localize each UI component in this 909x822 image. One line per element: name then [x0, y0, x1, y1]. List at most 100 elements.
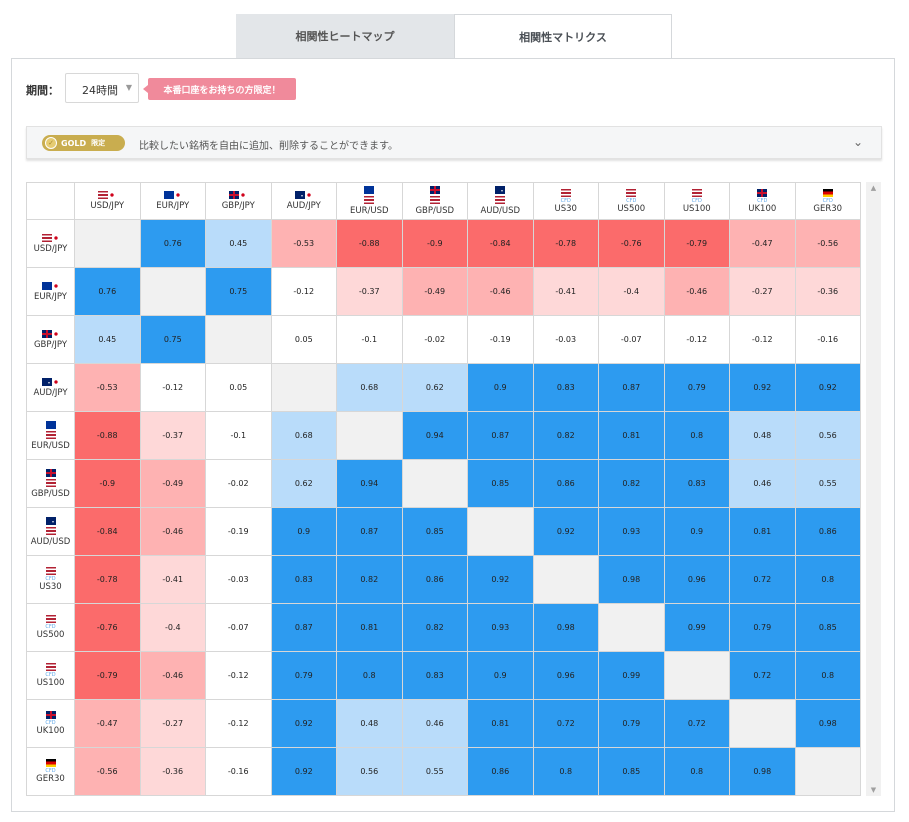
flag-icon [42, 663, 60, 671]
period-select[interactable]: 24時間 ▼ [65, 73, 139, 103]
row-label: US500 [36, 630, 65, 640]
correlation-cell: -0.76 [598, 219, 665, 268]
diagonal-cell [270, 363, 337, 412]
gold-message: 比較したい銘柄を自由に追加、削除することができます。 [139, 141, 398, 152]
flag-icon [491, 186, 509, 204]
flag-icon [688, 188, 706, 197]
column-header: CFD GER30 [794, 182, 861, 220]
correlation-cell: 0.8 [663, 411, 730, 460]
cfd-tag: CFD [626, 197, 637, 204]
flag-icon [42, 759, 60, 767]
flag-icon [42, 711, 60, 719]
correlation-cell: -0.12 [139, 363, 206, 412]
column-header: CFD US30 [532, 182, 599, 220]
column-label: US500 [617, 203, 646, 214]
correlation-cell: -0.12 [205, 699, 272, 748]
correlation-cell: 0.79 [270, 651, 337, 700]
scroll-up-icon[interactable]: ▲ [870, 184, 877, 192]
correlation-cell: -0.16 [794, 315, 861, 364]
flag-icon [557, 188, 575, 197]
cfd-tag: CFD [45, 768, 56, 774]
column-label: US100 [682, 203, 711, 214]
column-header: EUR/USD [336, 182, 403, 220]
matrix-row: EUR/USD -0.88 -0.37 -0.1 0.68 0.94 0.87 0.82 0.8… [26, 411, 861, 460]
row-label: US100 [36, 678, 65, 688]
row-label: US30 [39, 582, 62, 592]
correlation-cell: 0.93 [598, 507, 665, 556]
expand-chevron-icon[interactable]: ⌄ [852, 135, 863, 149]
gold-badge-label: GOLD [61, 138, 87, 148]
correlation-cell: 0.05 [270, 315, 337, 364]
period-value: 24時間 [82, 84, 118, 97]
correlation-cell: 0.75 [205, 267, 272, 316]
row-header: AUD/USD [26, 507, 75, 556]
matrix-row: AUD/JPY -0.53 -0.12 0.05 0.68 0.62 0.9 0.83 0.87… [26, 363, 861, 412]
correlation-cell: 0.85 [467, 459, 534, 508]
correlation-cell: 0.72 [532, 699, 599, 748]
column-label: EUR/USD [349, 206, 389, 216]
flag-icon [41, 233, 60, 242]
row-header: CFD US30 [26, 555, 75, 604]
correlation-cell: 0.55 [401, 747, 468, 796]
correlation-cell: -0.1 [205, 411, 272, 460]
correlation-cell: 0.93 [467, 603, 534, 652]
correlation-cell: 0.92 [794, 363, 861, 412]
column-label: GER30 [813, 203, 843, 214]
chevron-down-icon: ▼ [125, 83, 132, 92]
flag-icon [163, 191, 182, 199]
diagonal-cell [139, 267, 206, 316]
correlation-cell: -0.36 [794, 267, 861, 316]
correlation-cell: 0.99 [663, 603, 730, 652]
column-label: UK100 [748, 203, 777, 214]
cfd-tag: CFD [45, 720, 56, 726]
correlation-cell: -0.4 [598, 267, 665, 316]
correlation-cell: -0.19 [467, 315, 534, 364]
correlation-cell: 0.83 [270, 555, 337, 604]
correlation-cell: -0.07 [205, 603, 272, 652]
period-label: 期間： [26, 84, 59, 97]
correlation-cell: 0.85 [598, 747, 665, 796]
gold-feature-bar[interactable]: ✓ GOLD 限定 比較したい銘柄を自由に追加、削除することができます。 ⌄ [26, 126, 882, 159]
correlation-cell: -0.46 [467, 267, 534, 316]
row-label: USD/JPY [33, 243, 68, 254]
row-label: AUD/JPY [33, 387, 68, 398]
correlation-cell: -0.27 [729, 267, 796, 316]
column-label: GBP/USD [415, 206, 455, 216]
correlation-cell: -0.12 [729, 315, 796, 364]
correlation-cell: 0.9 [270, 507, 337, 556]
row-header: USD/JPY [26, 219, 75, 268]
matrix-row: USD/JPY 0.76 0.45 -0.53 -0.88 -0.9 -0.84 -0.78-… [26, 219, 861, 268]
flag-icon [42, 615, 60, 623]
correlation-cell: 0.87 [270, 603, 337, 652]
scrollbar[interactable]: ▲ ▼ [866, 182, 881, 796]
diagonal-cell [532, 555, 599, 604]
correlation-cell: -0.02 [205, 459, 272, 508]
correlation-cell: 0.99 [598, 651, 665, 700]
correlation-cell: -0.41 [139, 555, 206, 604]
correlation-cell: 0.8 [794, 651, 861, 700]
diagonal-cell [205, 315, 272, 364]
correlation-cell: -0.12 [270, 267, 337, 316]
correlation-cell: 0.82 [532, 411, 599, 460]
correlation-cell: 0.81 [729, 507, 796, 556]
flag-icon [229, 191, 248, 199]
correlation-cell: 0.56 [794, 411, 861, 460]
column-header: EUR/JPY [139, 182, 206, 220]
cfd-tag: CFD [45, 624, 56, 630]
correlation-cell: -0.56 [794, 219, 861, 268]
row-header: GBP/JPY [26, 315, 75, 364]
tab-matrix[interactable]: 相関性マトリクス [454, 14, 672, 58]
correlation-cell: 0.55 [794, 459, 861, 508]
row-header: CFD UK100 [26, 699, 75, 748]
correlation-cell: -0.46 [139, 507, 206, 556]
correlation-cell: 0.62 [270, 459, 337, 508]
correlation-cell: 0.8 [532, 747, 599, 796]
tab-heatmap[interactable]: 相関性ヒートマップ [236, 14, 454, 58]
column-label: GBP/JPY [221, 201, 255, 211]
correlation-cell: -0.27 [139, 699, 206, 748]
flag-icon [98, 191, 117, 199]
correlation-cell: 0.81 [336, 603, 403, 652]
scroll-down-icon[interactable]: ▼ [870, 786, 877, 794]
column-header: AUD/USD [467, 182, 534, 220]
correlation-cell: -0.46 [663, 267, 730, 316]
